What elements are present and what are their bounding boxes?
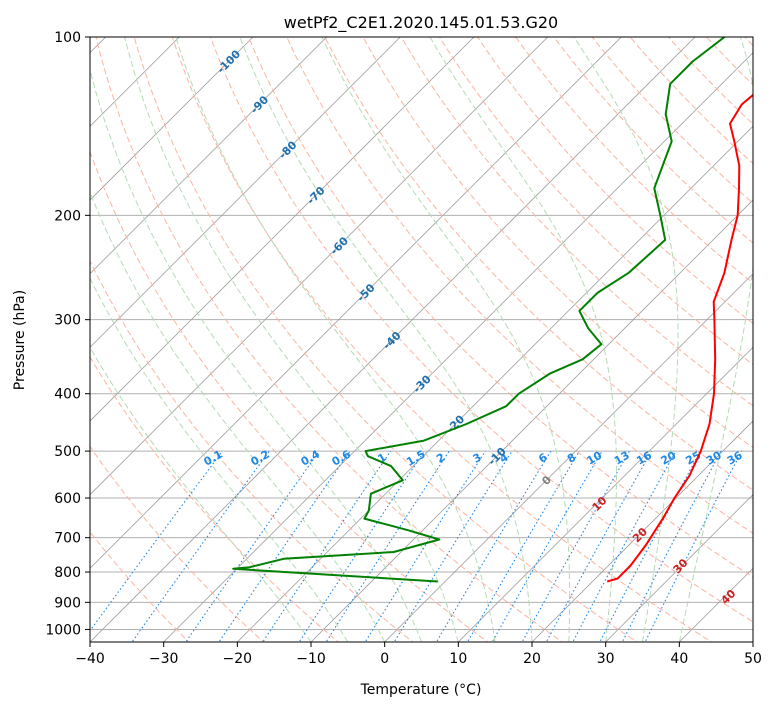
dry-adiabat bbox=[324, 37, 753, 491]
y-tick-label: 800 bbox=[54, 565, 81, 581]
y-tick-label: 400 bbox=[54, 387, 81, 403]
mixing-ratio-line bbox=[621, 450, 722, 642]
moist-adiabat bbox=[573, 37, 679, 642]
y-tick-label: 1000 bbox=[45, 622, 81, 638]
dry-adiabat bbox=[90, 150, 489, 642]
x-axis-label: Temperature (°C) bbox=[360, 682, 482, 698]
background-lines bbox=[90, 37, 753, 642]
dry-adiabat bbox=[133, 37, 638, 642]
mixing-ratio-line bbox=[262, 450, 392, 642]
x-tick-label: −10 bbox=[296, 651, 326, 667]
x-tick-label: −20 bbox=[223, 651, 253, 667]
moist-adiabat bbox=[239, 37, 533, 642]
dry-adiabat bbox=[438, 37, 753, 366]
moist-adiabat bbox=[175, 37, 496, 642]
dry-adiabat bbox=[95, 37, 564, 642]
moist-adiabat bbox=[90, 190, 386, 642]
mixing-ratio-line bbox=[218, 450, 351, 642]
x-tick-label: −30 bbox=[149, 651, 179, 667]
isotherm-line bbox=[90, 37, 254, 201]
isotherm-line bbox=[605, 494, 753, 642]
isotherm-line bbox=[163, 52, 753, 642]
chart-title: wetPf2_C2E1.2020.145.01.53.G20 bbox=[284, 13, 558, 33]
dry-adiabat bbox=[248, 37, 753, 578]
isotherm-line bbox=[90, 37, 549, 496]
x-tick-label: −40 bbox=[75, 651, 105, 667]
dry-adiabat bbox=[400, 37, 753, 407]
x-tick-label: 50 bbox=[744, 651, 762, 667]
isotherm-line bbox=[90, 37, 401, 348]
dry-adiabat bbox=[90, 531, 190, 642]
moist-adiabat bbox=[321, 37, 571, 642]
plot-frame bbox=[89, 36, 754, 643]
temperature-profile bbox=[606, 93, 753, 583]
isotherm-line bbox=[90, 37, 696, 642]
mixing-ratio-line bbox=[393, 450, 513, 642]
isotherm-line bbox=[531, 420, 753, 642]
moist-adiabat bbox=[678, 37, 753, 642]
isotherm-line bbox=[384, 273, 753, 642]
mixing-ratio-line bbox=[572, 450, 677, 642]
dry-adiabat bbox=[209, 37, 753, 623]
y-tick-label: 500 bbox=[54, 444, 81, 460]
moist-adiabat bbox=[90, 67, 422, 642]
y-tick-label: 100 bbox=[54, 30, 81, 46]
dewpoint-profile bbox=[232, 37, 726, 583]
isotherm-line bbox=[236, 125, 753, 642]
isotherm-line bbox=[90, 37, 475, 422]
dry-adiabat bbox=[90, 259, 414, 642]
dry-adiabat bbox=[171, 37, 713, 642]
x-tick-label: 30 bbox=[597, 651, 615, 667]
profiles bbox=[232, 37, 753, 583]
moist-adiabat bbox=[90, 277, 349, 642]
y-tick-label: 300 bbox=[54, 313, 81, 329]
mixing-ratio-line bbox=[325, 450, 450, 642]
moist-adiabat bbox=[90, 346, 312, 642]
mixing-ratio-line bbox=[131, 450, 270, 642]
y-tick-label: 900 bbox=[54, 595, 81, 611]
mixing-ratio-line bbox=[185, 450, 320, 642]
y-tick-label: 200 bbox=[54, 208, 81, 224]
moist-adiabat bbox=[429, 37, 617, 642]
x-tick-label: 40 bbox=[670, 651, 688, 667]
dry-adiabat bbox=[286, 37, 753, 534]
x-tick-label: 0 bbox=[380, 651, 389, 667]
dry-adiabat bbox=[90, 356, 340, 642]
isotherm-line bbox=[457, 346, 753, 642]
mixing-ratio-line bbox=[298, 450, 425, 642]
mixing-ratio-line bbox=[90, 450, 223, 632]
dry-adiabat bbox=[515, 37, 753, 284]
isotherm-line bbox=[90, 37, 328, 275]
y-tick-label: 600 bbox=[54, 491, 81, 507]
x-tick-label: 10 bbox=[449, 651, 467, 667]
x-tick-label: 20 bbox=[523, 651, 541, 667]
isotherm-line bbox=[90, 37, 622, 569]
y-tick-label: 700 bbox=[54, 531, 81, 547]
axes: −40 −30 −20 −10 0 10 20 30 40 50 1000 900 800 700 600 5… bbox=[45, 30, 762, 667]
isotherm-line bbox=[310, 199, 753, 642]
mixing-ratio-line bbox=[364, 450, 486, 642]
mixing-ratio-line bbox=[466, 450, 580, 642]
y-axis-label: Pressure (hPa) bbox=[12, 290, 28, 390]
